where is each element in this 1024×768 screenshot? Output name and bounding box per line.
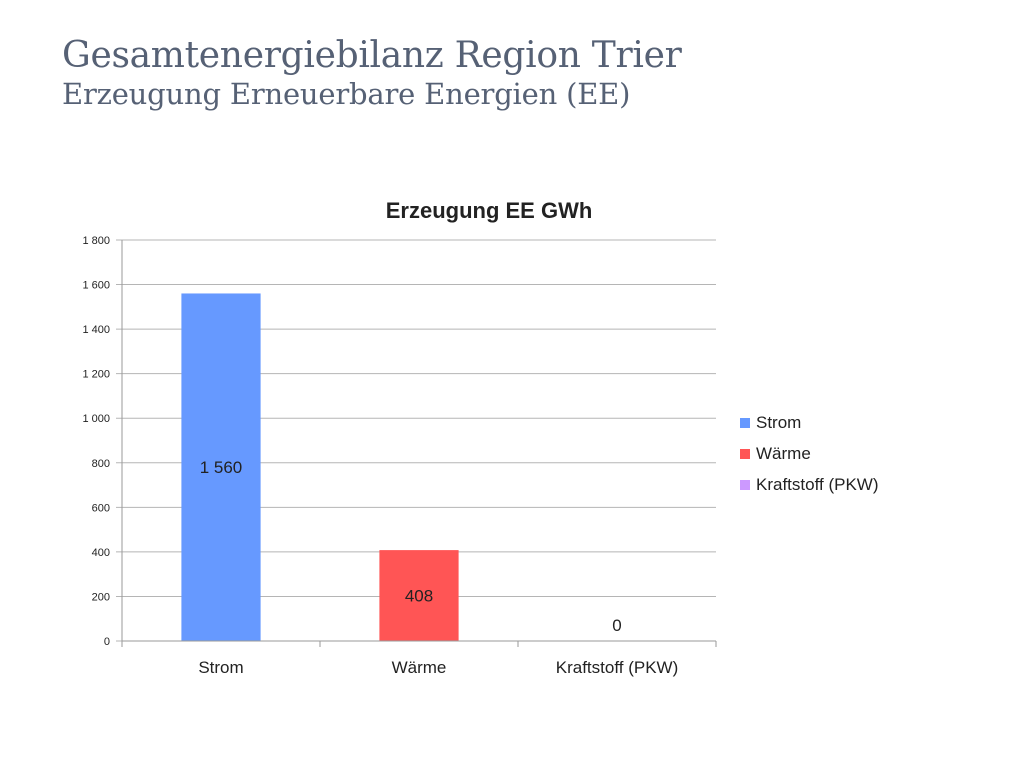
y-tick-label: 0 (104, 636, 110, 648)
page-title: Gesamtenergiebilanz Region Trier (62, 35, 682, 76)
y-tick-label: 1 000 (82, 413, 110, 425)
legend: Strom Wärme Kraftstoff (PKW) (740, 413, 879, 494)
legend-label: Kraftstoff (PKW) (756, 475, 879, 494)
x-axis: Strom Wärme Kraftstoff (PKW) (121, 640, 717, 677)
x-tick-label: Wärme (392, 658, 447, 677)
data-label: 408 (405, 587, 433, 606)
y-tick-label: 200 (92, 591, 110, 603)
legend-label: Wärme (756, 444, 811, 463)
y-tick-label: 400 (92, 547, 110, 559)
bar-1 (379, 550, 459, 641)
legend-swatch (740, 449, 750, 459)
y-tick-label: 1 200 (82, 369, 110, 381)
chart-title: Erzeugung EE GWh (386, 198, 593, 223)
y-tick-label: 1 600 (82, 280, 110, 292)
legend-swatch (740, 418, 750, 428)
data-label: 0 (612, 616, 621, 635)
data-label: 1 560 (200, 458, 243, 477)
slide-title: Gesamtenergiebilanz Region Trier Erzeugu… (62, 38, 682, 109)
x-tick-label: Strom (198, 658, 243, 677)
legend-label: Strom (756, 413, 801, 432)
bar-0 (181, 293, 261, 641)
x-tick-label: Kraftstoff (PKW) (556, 658, 679, 677)
legend-swatch (740, 480, 750, 490)
page-subtitle: Erzeugung Erneuerbare Energien (EE) (62, 77, 631, 111)
y-tick-label: 800 (92, 458, 110, 470)
y-tick-label: 1 800 (82, 235, 110, 247)
y-tick-label: 1 400 (82, 324, 110, 336)
y-axis: 0 200 400 600 800 1 000 1 200 1 400 1 600 1 800 (82, 235, 123, 648)
y-tick-label: 600 (92, 502, 110, 514)
bars: 1 560 408 0 (181, 293, 622, 641)
